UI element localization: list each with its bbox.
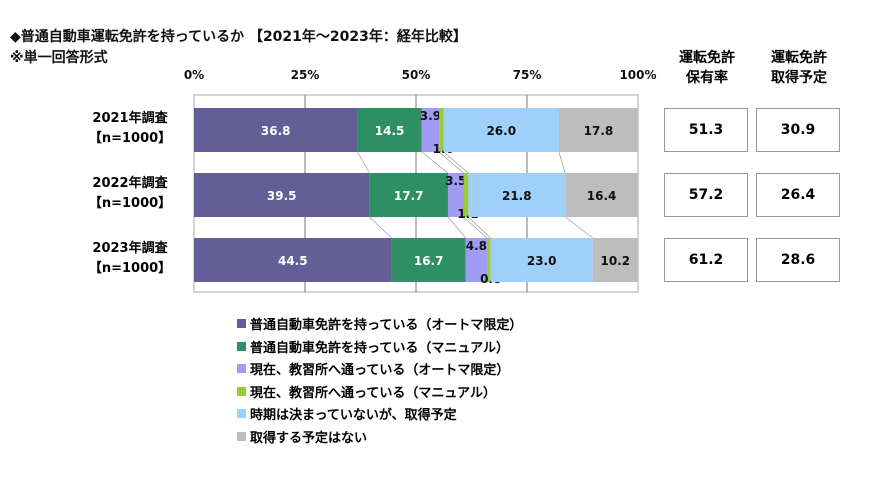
header-line: 運転免許 (771, 50, 827, 66)
planned-value: 30.9 (756, 108, 840, 152)
bar-segment (357, 108, 422, 152)
license-rate-value: 57.2 (664, 173, 748, 217)
series-connector (369, 216, 392, 239)
category-line: 【n=1000】 (88, 261, 172, 276)
legend-swatch (237, 409, 246, 418)
category-line: 【n=1000】 (88, 196, 172, 211)
legend-swatch (237, 319, 246, 328)
bar-segment (194, 108, 358, 152)
series-connector (558, 151, 566, 174)
data-label: 3.5 (445, 174, 466, 188)
series-connector (447, 216, 466, 239)
data-label: 44.5 (278, 254, 308, 268)
data-label: 17.8 (584, 124, 614, 138)
chart-note: ※単一回答形式 (10, 50, 108, 66)
bar-segment (447, 173, 464, 217)
legend-item: 普通自動車免許を持っている（マニュアル） (237, 337, 509, 356)
bar-segment (565, 173, 638, 217)
legend-label: 現在、教習所へ通っている（オートマ限定） (250, 363, 510, 378)
bar-segment (592, 238, 638, 282)
legend-item: 時期は決まっていないが、取得予定 (237, 404, 457, 423)
bar-segment (439, 108, 444, 152)
legend-item: 取得する予定はない (237, 427, 367, 446)
legend-label: 普通自動車免許を持っている（マニュアル） (250, 340, 509, 356)
legend-swatch (237, 386, 246, 396)
header-line: 運転免許 (679, 50, 735, 66)
header-line: 取得予定 (771, 70, 827, 86)
bar-segment (463, 173, 469, 217)
bar-segment (558, 108, 638, 152)
series-connector (357, 151, 370, 174)
header-license-rate: 運転免許 保有率 (662, 48, 752, 88)
bar-segment (465, 238, 488, 282)
legend-label: 普通自動車免許を持っている（オートマ限定） (250, 318, 523, 333)
data-label: 16.7 (414, 254, 444, 268)
series-connector (443, 151, 469, 174)
series-connector (564, 216, 593, 239)
header-planned: 運転免許 取得予定 (754, 48, 844, 88)
legend-item: 現在、教習所へ通っている（マニュアル） (237, 382, 496, 401)
data-label: 23.0 (527, 254, 557, 268)
data-label: 39.5 (267, 189, 297, 203)
bar-segment (391, 238, 466, 282)
category-label: 2021年調査 【n=1000】 (80, 109, 180, 149)
x-tick-label: 75% (512, 68, 542, 82)
data-label: 26.0 (486, 124, 516, 138)
series-connector (421, 151, 449, 174)
data-label: 17.7 (394, 189, 424, 203)
planned-value: 26.4 (756, 173, 840, 217)
data-label: 3.9 (420, 109, 441, 123)
legend-label: 時期は決まっていないが、取得予定 (250, 408, 457, 423)
bar-segment (468, 173, 566, 217)
bar-segment (369, 173, 448, 217)
bar-segment (443, 108, 559, 152)
header-line: 保有率 (686, 70, 728, 86)
data-label: 4.8 (466, 239, 487, 253)
planned-value: 28.6 (756, 238, 840, 282)
license-rate-value: 51.3 (664, 108, 748, 152)
legend-item: 現在、教習所へ通っている（オートマ限定） (237, 359, 509, 378)
series-connector (468, 216, 491, 239)
legend-swatch (237, 341, 246, 351)
license-rate-value: 61.2 (664, 238, 748, 282)
x-tick-label: 100% (619, 68, 657, 82)
legend-label: 現在、教習所へ通っている（マニュアル） (250, 385, 496, 401)
data-label: 36.8 (261, 124, 291, 138)
category-label: 2023年調査 【n=1000】 (80, 239, 180, 279)
category-line: 【n=1000】 (88, 131, 172, 146)
series-connector (463, 216, 488, 239)
bar-segment (194, 173, 370, 217)
legend-swatch (237, 364, 246, 373)
bar-segment (487, 238, 491, 282)
bar-segment (194, 238, 392, 282)
legend-label: 取得する予定はない (250, 430, 368, 446)
data-label: 14.5 (375, 124, 405, 138)
x-tick-label: 25% (290, 68, 320, 82)
category-label: 2022年調査 【n=1000】 (80, 174, 180, 214)
category-line: 2021年調査 (92, 111, 168, 126)
bar-segment (421, 108, 440, 152)
legend-swatch (237, 431, 246, 441)
category-line: 2023年調査 (92, 241, 168, 256)
data-label: 21.8 (502, 189, 532, 203)
bar-segment (490, 238, 593, 282)
series-connector (438, 151, 464, 174)
data-label: 16.4 (587, 189, 617, 203)
x-tick-label: 0% (183, 68, 205, 82)
data-label: 10.2 (601, 254, 631, 268)
category-line: 2022年調査 (92, 176, 168, 191)
chart-title: ◆普通自動車運転免許を持っているか 【2021年～2023年：経年比較】 (10, 29, 467, 45)
legend-item: 普通自動車免許を持っている（オートマ限定） (237, 314, 522, 333)
x-tick-label: 50% (401, 68, 431, 82)
